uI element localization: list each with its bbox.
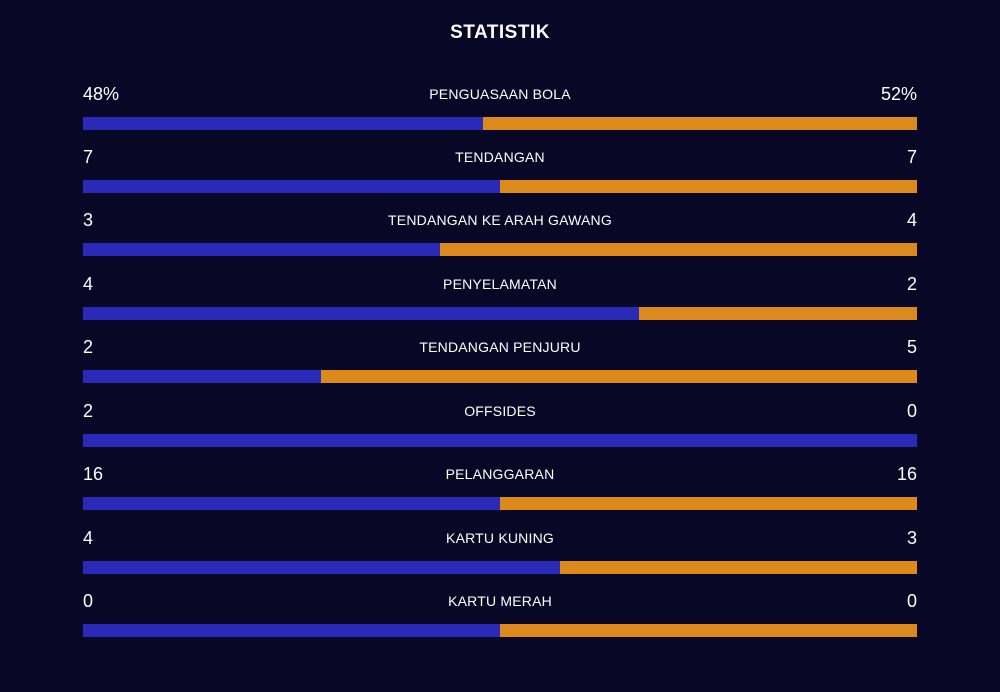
comparison-bar [83, 307, 917, 320]
home-bar-fill [83, 370, 322, 383]
stat-row-corners: 2 TENDANGAN PENJURU 5 [83, 336, 917, 388]
home-value: 2 [83, 337, 94, 357]
home-value: 4 [83, 528, 94, 548]
away-bar-fill [500, 180, 917, 193]
stat-row-red-cards: 0 KARTU MERAH 0 [83, 590, 917, 642]
stat-row-possession: 48% PENGUASAAN BOLA 52% [83, 83, 917, 135]
comparison-bar [83, 561, 917, 574]
away-value: 2 [906, 274, 917, 294]
home-bar-fill [83, 497, 500, 510]
stat-label: TENDANGAN PENJURU [419, 339, 581, 355]
away-value: 5 [906, 337, 917, 357]
home-bar-fill [83, 434, 917, 447]
away-value: 52% [880, 84, 917, 104]
stat-label: TENDANGAN [455, 149, 545, 165]
stat-row-saves: 4 PENYELAMATAN 2 [83, 273, 917, 325]
home-bar-fill [83, 561, 560, 574]
away-bar-fill [500, 624, 917, 637]
away-value: 7 [906, 147, 917, 167]
stat-label: PENYELAMATAN [443, 276, 557, 292]
home-value: 3 [83, 210, 94, 230]
stat-label: PENGUASAAN BOLA [429, 86, 571, 102]
stat-label: OFFSIDES [464, 403, 536, 419]
comparison-bar [83, 243, 917, 256]
stat-row-shots-on-target: 3 TENDANGAN KE ARAH GAWANG 4 [83, 209, 917, 261]
comparison-bar [83, 117, 917, 130]
away-bar-fill [500, 497, 917, 510]
comparison-bar [83, 497, 917, 510]
home-bar-fill [83, 624, 500, 637]
away-bar-fill [559, 561, 917, 574]
stat-row-yellow-cards: 4 KARTU KUNING 3 [83, 527, 917, 579]
home-value: 0 [83, 591, 94, 611]
home-value: 7 [83, 147, 94, 167]
comparison-bar [83, 370, 917, 383]
away-bar-fill [483, 117, 917, 130]
home-value: 48% [83, 84, 120, 104]
away-value: 3 [906, 528, 917, 548]
home-value: 4 [83, 274, 94, 294]
away-value: 0 [906, 401, 917, 421]
stat-row-offsides: 2 OFFSIDES 0 [83, 400, 917, 452]
comparison-bar [83, 434, 917, 447]
away-value: 16 [896, 464, 917, 484]
home-bar-fill [83, 180, 500, 193]
home-value: 16 [83, 464, 104, 484]
stats-title: STATISTIK [450, 22, 550, 43]
home-bar-fill [83, 243, 441, 256]
home-bar-fill [83, 117, 484, 130]
stat-row-fouls: 16 PELANGGARAN 16 [83, 463, 917, 515]
away-value: 4 [906, 210, 917, 230]
stat-row-shots: 7 TENDANGAN 7 [83, 146, 917, 198]
home-bar-fill [83, 307, 640, 320]
away-bar-fill [321, 370, 917, 383]
comparison-bar [83, 180, 917, 193]
home-value: 2 [83, 401, 94, 421]
stat-label: PELANGGARAN [445, 466, 555, 482]
stat-label: TENDANGAN KE ARAH GAWANG [388, 212, 612, 228]
stat-label: KARTU KUNING [446, 530, 554, 546]
away-bar-fill [639, 307, 917, 320]
away-bar-fill [440, 243, 917, 256]
comparison-bar [83, 624, 917, 637]
stat-label: KARTU MERAH [448, 593, 552, 609]
away-value: 0 [906, 591, 917, 611]
